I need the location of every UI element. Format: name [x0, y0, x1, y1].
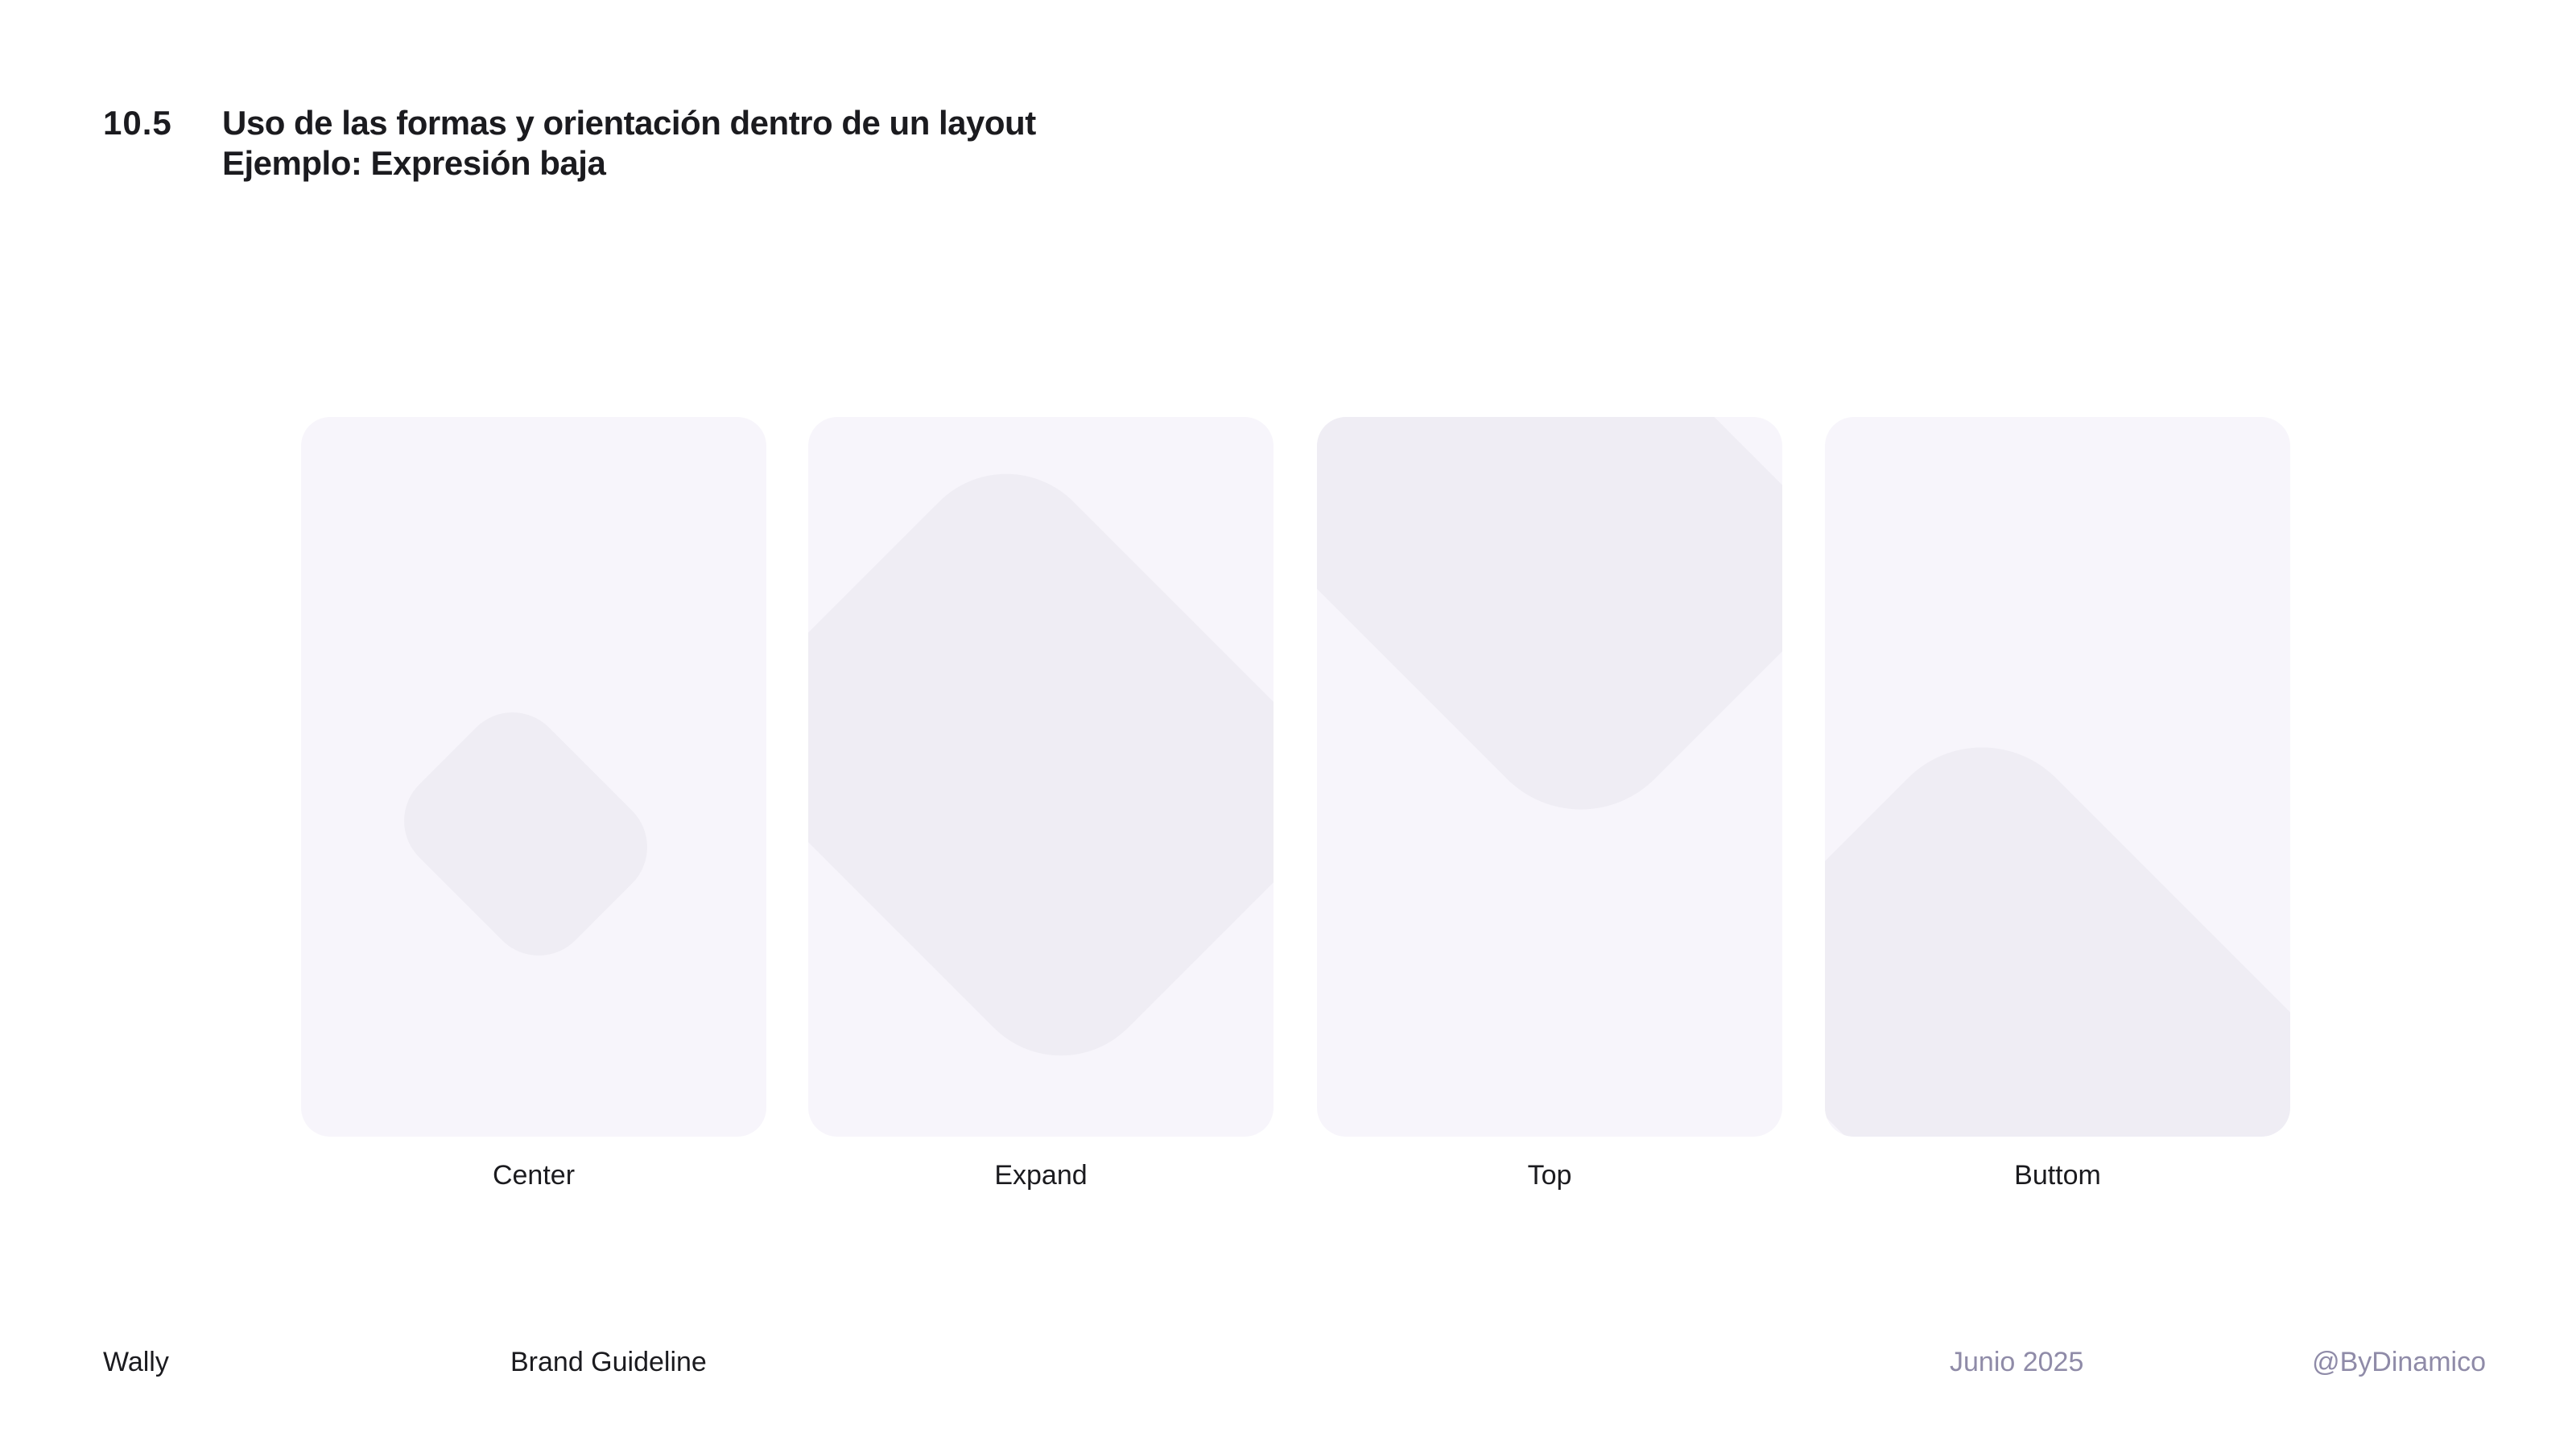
card-label-expand: Expand	[994, 1160, 1088, 1191]
title-line-2: Ejemplo: Expresión baja	[222, 144, 606, 182]
shape-top-graphic	[1317, 417, 1782, 810]
footer-document-name: Brand Guideline	[510, 1347, 707, 1377]
rounded-shape	[404, 712, 647, 956]
footer-date: Junio 2025	[1950, 1347, 2084, 1377]
shape-expand-graphic	[808, 473, 1274, 1056]
layout-card-buttom	[1825, 417, 2290, 1137]
section-number: 10.5	[103, 104, 172, 142]
rounded-shape	[1825, 747, 2290, 1137]
rounded-shape	[808, 473, 1274, 1056]
page-title: Uso de las formas y orientación dentro d…	[222, 103, 1036, 184]
layout-card-top	[1317, 417, 1782, 1137]
footer-brand: Wally	[103, 1347, 169, 1377]
rounded-shape	[1317, 417, 1782, 810]
layout-card-center	[301, 417, 766, 1137]
card-label-center: Center	[492, 1160, 576, 1191]
footer-social-handle: @ByDinamico	[2312, 1347, 2486, 1377]
layout-card-expand	[808, 417, 1274, 1137]
title-line-1: Uso de las formas y orientación dentro d…	[222, 104, 1036, 142]
card-label-buttom: Buttom	[2014, 1160, 2101, 1191]
shape-center-graphic	[404, 712, 647, 956]
card-label-top: Top	[1527, 1160, 1572, 1191]
shape-buttom-graphic	[1825, 747, 2290, 1137]
